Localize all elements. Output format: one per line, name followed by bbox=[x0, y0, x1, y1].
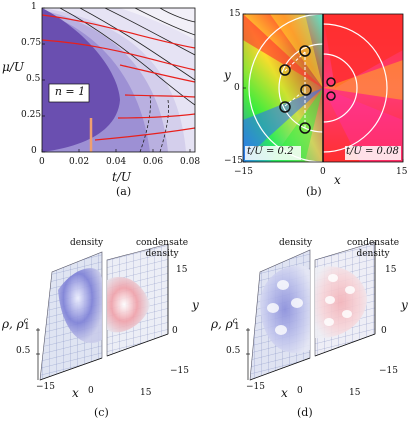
surface-plot-d bbox=[246, 241, 376, 381]
contour-white bbox=[322, 23, 388, 153]
vortex-marker bbox=[326, 91, 336, 101]
caption-c: (c) bbox=[94, 406, 109, 419]
contour-red bbox=[42, 39, 195, 71]
y-tick-label: −15 bbox=[379, 366, 398, 376]
x-tick-label: 0.04 bbox=[106, 157, 127, 167]
phase-diagram bbox=[41, 7, 196, 153]
axis-label-x: x bbox=[72, 386, 79, 400]
panel-c: density condensate density ρ, ρc 1 0.5 −… bbox=[0, 210, 205, 421]
vortex-marker bbox=[279, 101, 291, 113]
x-tick-label: −15 bbox=[234, 167, 253, 177]
density-surface bbox=[260, 265, 310, 353]
contour-red bbox=[124, 94, 195, 98]
vortex-marker bbox=[326, 77, 336, 87]
panel-b: t/U = 0.2 t/U = 0.08 y x −15 0 15 15 0 −… bbox=[210, 0, 415, 200]
title-condensate: condensate density bbox=[346, 238, 400, 259]
z-tick-label: 1 bbox=[234, 322, 240, 332]
density-surface bbox=[58, 268, 102, 343]
axis-label-z: ρ, ρc bbox=[211, 316, 238, 331]
vortex-marker bbox=[299, 45, 311, 57]
phase-map bbox=[242, 13, 404, 163]
z-tick-label: 0.5 bbox=[16, 346, 31, 356]
vortex-marker bbox=[299, 122, 311, 134]
x-tick-label: 0.08 bbox=[180, 157, 201, 167]
contour-red bbox=[42, 14, 195, 49]
x-tick-label: 0.06 bbox=[143, 157, 164, 167]
axis-label-z: ρ, ρc bbox=[2, 316, 29, 331]
x-tick-label: 0 bbox=[320, 167, 326, 177]
surface-plot-c bbox=[36, 243, 169, 381]
x-tick-label: −15 bbox=[36, 382, 55, 392]
axis-label-y: μ/U bbox=[2, 60, 24, 74]
z-tick-label: 1 bbox=[24, 322, 30, 332]
x-tick-label: −15 bbox=[246, 382, 265, 392]
caption-d: (d) bbox=[297, 406, 313, 419]
vortex-marker bbox=[300, 84, 312, 96]
caption-b: (b) bbox=[306, 185, 322, 198]
mott-lobe-n1 bbox=[42, 8, 120, 152]
title-condensate: condensate density bbox=[135, 238, 189, 259]
x-tick-label: 0 bbox=[39, 157, 45, 167]
axis-label-x: x bbox=[281, 386, 288, 400]
contour-white bbox=[278, 43, 324, 133]
y-tick-label: 15 bbox=[385, 265, 397, 275]
x-tick-label: 0.02 bbox=[69, 157, 90, 167]
region-label: n = 1 bbox=[54, 85, 86, 98]
title-density: density bbox=[70, 238, 104, 248]
y-tick-label: 0 bbox=[172, 326, 178, 336]
y-tick-label: 0 bbox=[31, 146, 37, 156]
axis-label-x: t/U bbox=[112, 170, 131, 184]
y-tick-label: 15 bbox=[229, 9, 241, 19]
x-tick-label: 0 bbox=[88, 386, 94, 396]
x-tick-label: 15 bbox=[349, 388, 361, 398]
panel-a: n = 1 μ/U t/U 0 0.02 0.04 0.06 0.08 0 0.… bbox=[0, 0, 205, 200]
caption-a: (a) bbox=[116, 185, 132, 198]
y-tick-label: 0.75 bbox=[21, 38, 42, 48]
right-label: t/U = 0.08 bbox=[346, 146, 399, 157]
x-tick-label: 15 bbox=[396, 167, 408, 177]
axis-label-x: x bbox=[334, 173, 341, 187]
axis-label-y: y bbox=[192, 298, 199, 312]
axis-label-y: y bbox=[224, 68, 231, 82]
vortex-marker bbox=[279, 64, 291, 76]
y-tick-label: 0 bbox=[234, 83, 240, 93]
axis-label-y: y bbox=[401, 298, 408, 312]
contour-red bbox=[117, 113, 195, 119]
left-label: t/U = 0.2 bbox=[247, 146, 294, 157]
y-tick-label: −15 bbox=[170, 366, 189, 376]
y-tick-label: 0.5 bbox=[26, 74, 41, 84]
z-tick-label: 0.5 bbox=[226, 346, 241, 356]
contour-white bbox=[322, 53, 358, 123]
x-tick-label: 0 bbox=[297, 386, 303, 396]
panel-d: density condensate density ρ, ρc 1 0.5 −… bbox=[205, 210, 415, 421]
contour-red bbox=[119, 64, 195, 83]
y-tick-label: 1 bbox=[31, 2, 37, 12]
y-tick-label: −15 bbox=[224, 156, 243, 166]
contour-red bbox=[94, 127, 195, 141]
y-tick-label: 15 bbox=[176, 265, 188, 275]
x-tick-label: 15 bbox=[140, 388, 152, 398]
y-tick-label: 0.25 bbox=[21, 110, 42, 120]
condensate-surface bbox=[107, 276, 150, 333]
title-density: density bbox=[279, 238, 313, 248]
y-tick-label: 0 bbox=[381, 326, 387, 336]
